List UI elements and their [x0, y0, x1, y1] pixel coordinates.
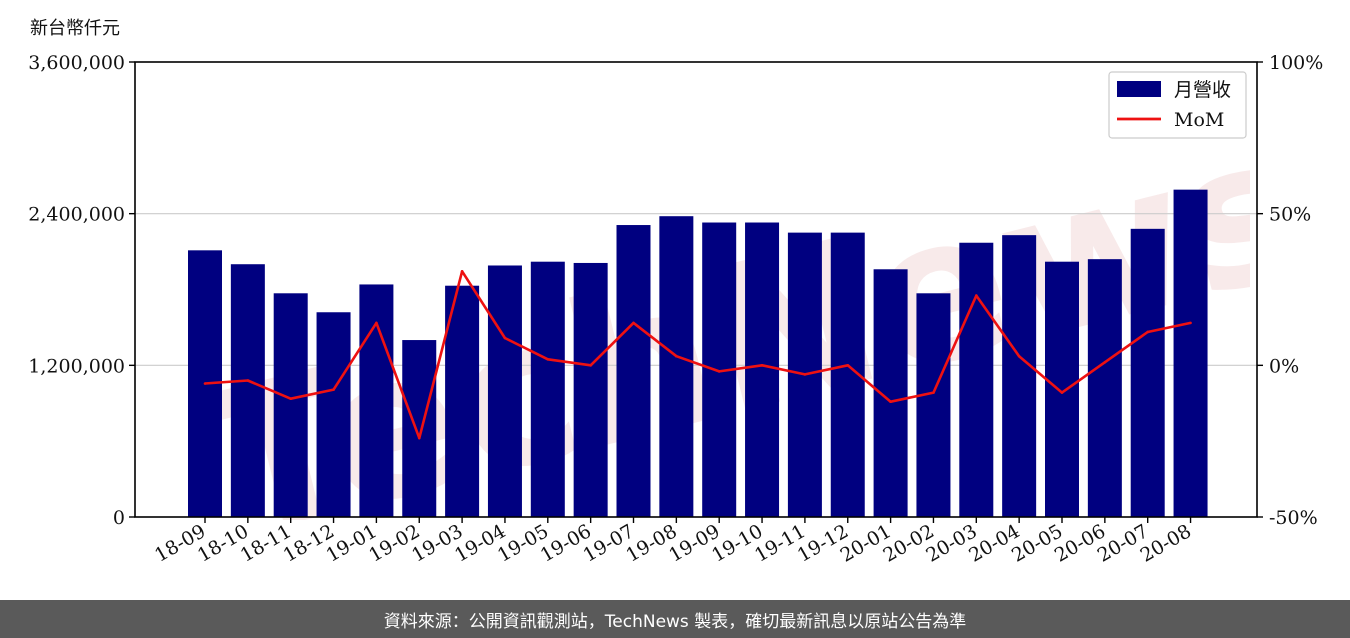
bar-18-11: [273, 293, 308, 517]
legend-label: MoM: [1174, 109, 1224, 131]
y-axis-left: 0 1,200,000 2,400,000 3,600,000: [28, 52, 135, 529]
bar-20-05: [1045, 261, 1079, 517]
mom-point-19-04: [503, 336, 507, 340]
bar-20-07: [1130, 228, 1165, 518]
plot-border: [134, 61, 1258, 518]
mom-point-20-05: [1060, 391, 1064, 394]
bar-19-02: [402, 340, 437, 517]
mom-line: [204, 269, 1191, 440]
y-left-tick-label: 1,200,000: [28, 355, 125, 377]
source-footer: 資料來源：公開資訊觀測站，TechNews 製表，確切最新訊息以原站公告為準: [0, 600, 1350, 638]
mom-point-19-01: [375, 321, 378, 325]
y-left-tick-label: 3,600,000: [28, 52, 125, 74]
mom-point-19-06: [589, 364, 592, 367]
mom-point-19-10: [760, 364, 764, 367]
mom-point-19-12: [846, 364, 850, 367]
mom-point-18-09: [203, 382, 207, 385]
mom-point-18-11: [289, 397, 293, 401]
bar-20-03: [959, 242, 994, 517]
bar-19-03: [445, 285, 480, 517]
bar-20-06: [1087, 259, 1122, 517]
y-left-tick-label: 2,400,000: [28, 204, 125, 226]
bar-19-01: [359, 284, 394, 517]
legend-swatch-bar: [1117, 81, 1161, 97]
mom-point-19-09: [717, 370, 721, 373]
bar-18-12: [316, 312, 351, 517]
bar-19-06: [573, 262, 608, 517]
legend: 月營收 MoM: [1108, 71, 1247, 139]
mom-point-19-02: [417, 436, 421, 440]
chart: 0 1,200,000 2,400,000 3,600,000 -50% 0% 50% 10…: [28, 52, 1323, 567]
mom-line-series: [203, 269, 1192, 440]
mom-point-20-08: [1189, 321, 1192, 325]
mom-point-19-05: [546, 357, 550, 361]
plot-frame: [134, 61, 1258, 518]
y-right-tick-label: -50%: [1269, 507, 1318, 529]
bar-19-08: [659, 216, 694, 517]
bar-19-05: [530, 261, 565, 517]
bar-18-10: [230, 264, 265, 517]
bar-19-04: [487, 265, 522, 517]
mom-point-18-10: [246, 379, 250, 382]
mom-point-18-12: [332, 388, 335, 391]
y-left-tick-label: 0: [113, 507, 125, 529]
mom-point-20-03: [975, 294, 978, 297]
bar-series: [188, 189, 1208, 518]
mom-point-20-06: [1103, 361, 1107, 364]
mom-point-19-08: [675, 354, 678, 358]
bar-20-02: [916, 293, 951, 517]
x-axis: 18-0918-1018-1118-1219-0119-0219-0319-04…: [151, 517, 1195, 567]
y-axis-right: -50% 0% 50% 100%: [1257, 52, 1323, 529]
mom-point-20-07: [1146, 330, 1149, 334]
y-axis-unit-label: 新台幣仟元: [30, 18, 120, 39]
bar-20-08: [1173, 189, 1208, 517]
mom-point-20-01: [889, 400, 892, 404]
mom-point-20-02: [932, 391, 935, 394]
mom-point-19-07: [632, 321, 635, 325]
y-right-tick-label: 0%: [1269, 355, 1299, 377]
y-right-tick-label: 50%: [1269, 204, 1311, 226]
bar-19-10: [745, 222, 780, 517]
y-right-tick-label: 100%: [1269, 52, 1323, 74]
x-tick-label: 20-08: [1137, 520, 1195, 566]
bar-19-07: [616, 225, 651, 517]
mom-point-19-03: [460, 270, 464, 273]
bar-20-04: [1002, 235, 1037, 517]
mom-point-20-04: [1017, 354, 1021, 358]
mom-point-19-11: [803, 373, 807, 376]
legend-label: 月營收: [1174, 79, 1231, 101]
